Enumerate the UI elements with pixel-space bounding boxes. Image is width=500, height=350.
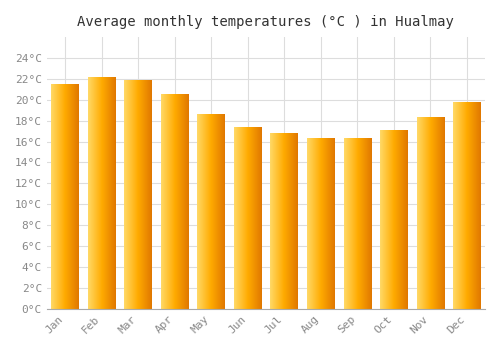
Title: Average monthly temperatures (°C ) in Hualmay: Average monthly temperatures (°C ) in Hu… — [78, 15, 454, 29]
